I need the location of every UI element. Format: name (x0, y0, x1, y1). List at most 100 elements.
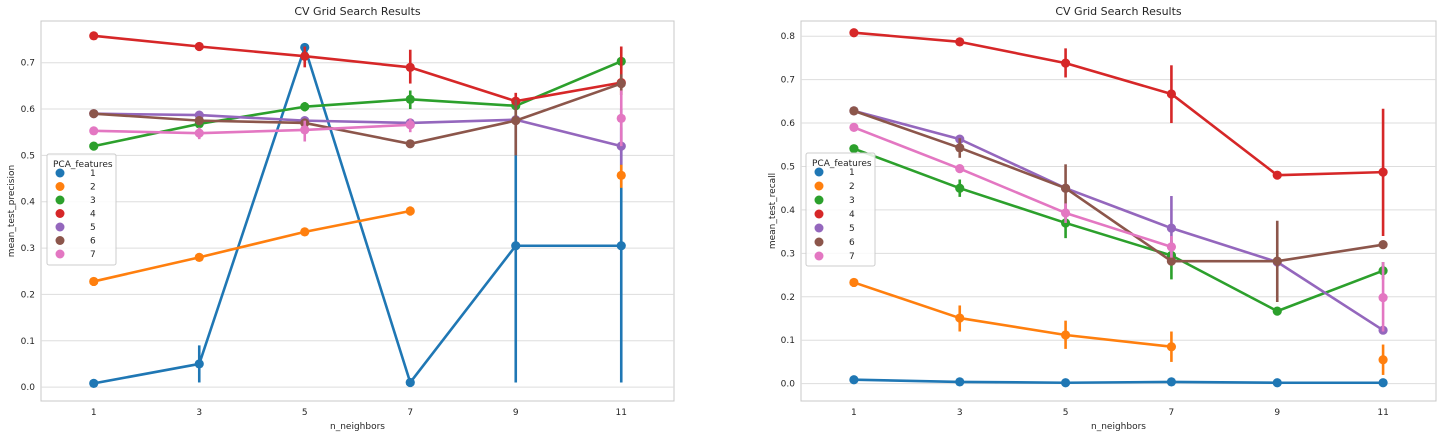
data-point (1272, 378, 1282, 388)
data-point (1166, 242, 1177, 252)
series-line (853, 147, 1384, 313)
legend: PCA_features 1 2 3 4 5 6 7 (805, 152, 876, 267)
legend-marker (814, 209, 824, 219)
data-point (955, 183, 965, 193)
legend-item: 5 (814, 223, 855, 234)
data-point (616, 170, 626, 180)
data-point (194, 359, 204, 369)
legend-label: 6 (90, 237, 96, 247)
y-tick-label: 0.6 (781, 119, 796, 129)
series-2 (849, 277, 1388, 375)
legend-item: 4 (814, 209, 855, 220)
legend-label: 3 (90, 196, 96, 206)
x-tick-label: 3 (957, 408, 963, 418)
data-point (616, 113, 626, 123)
series-line (93, 112, 622, 148)
series-line (93, 123, 411, 135)
data-point (194, 116, 204, 126)
legend-label: 7 (90, 250, 96, 260)
data-point (89, 31, 99, 41)
y-tick-label: 0.6 (21, 105, 36, 115)
legend-items: 1 2 3 4 5 6 7 (55, 168, 96, 260)
data-point (1378, 167, 1388, 177)
y-tick-label: 0.7 (21, 59, 35, 69)
y-tick-label: 0.2 (21, 290, 35, 300)
legend-label: 7 (849, 252, 855, 262)
legend-marker (55, 209, 65, 218)
data-point (1272, 170, 1282, 180)
x-tick-label: 5 (1063, 408, 1069, 418)
data-point (194, 128, 204, 138)
y-tick-label: 0.1 (21, 337, 35, 347)
y-tick-label: 0.1 (781, 336, 795, 346)
legend-marker (814, 223, 824, 233)
legend-label: 5 (849, 224, 855, 234)
legend-label: 5 (90, 223, 96, 233)
x-tick-label: 1 (91, 408, 97, 418)
data-point (405, 62, 415, 72)
legend-label: 6 (849, 238, 855, 248)
data-point (1378, 378, 1388, 388)
data-point (89, 109, 99, 119)
legend-marker (814, 181, 824, 191)
legend-item: 6 (814, 237, 855, 248)
x-tick-label: 11 (616, 408, 627, 418)
data-point (1166, 256, 1177, 266)
x-tick-label: 5 (302, 408, 308, 418)
data-point (849, 277, 859, 288)
x-tick-label: 11 (1377, 408, 1388, 418)
series-layer (849, 28, 1388, 388)
legend-item: 5 (55, 222, 96, 233)
legend-item: 2 (55, 182, 96, 193)
legend-label: 2 (849, 182, 855, 192)
data-point (1060, 58, 1071, 68)
data-point (849, 375, 859, 385)
legend-marker (55, 222, 65, 232)
series-1 (849, 375, 1388, 388)
data-point (1166, 377, 1177, 387)
data-point (1378, 293, 1388, 303)
data-point (89, 378, 99, 388)
legend-label: 1 (849, 168, 855, 178)
plot-area (800, 20, 1437, 402)
series-line (853, 109, 1384, 263)
legend-marker (55, 249, 65, 259)
series-line (853, 378, 1384, 385)
data-point (849, 122, 859, 132)
chart-title: CV Grid Search Results (294, 5, 421, 18)
legend-item: 1 (814, 167, 855, 178)
series-4 (849, 28, 1388, 236)
legend-label: 2 (90, 183, 96, 193)
series-line (853, 281, 1172, 349)
legend-box (805, 152, 876, 267)
y-tick-label: 0.0 (781, 380, 796, 390)
x-tick-label: 3 (196, 408, 202, 418)
x-tick-labels: 1 3 5 7 9 11 (851, 408, 1389, 418)
series-6 (849, 106, 1388, 302)
data-point (405, 139, 415, 149)
x-tick-label: 1 (851, 408, 857, 418)
legend-item: 1 (55, 168, 96, 179)
y-tick-label: 0.8 (781, 32, 796, 42)
legend: PCA_features 1 2 3 4 5 6 7 (46, 153, 117, 266)
legend-marker (814, 195, 824, 205)
legend-box (46, 153, 117, 266)
series-7 (849, 122, 1388, 332)
series-line (93, 46, 622, 385)
data-point (1166, 89, 1177, 99)
data-point (300, 102, 310, 112)
legend-marker (55, 182, 65, 191)
data-point (1060, 378, 1071, 388)
series-2 (89, 164, 626, 287)
series-line (93, 209, 411, 283)
data-point (89, 141, 99, 151)
data-point (955, 313, 965, 323)
precision-chart: 0.0 0.1 0.2 0.3 0.4 0.5 0.6 0.7 1 3 5 7 9 11 CV Grid… (7, 5, 675, 432)
series-line (853, 31, 1384, 177)
legend-item: 7 (814, 251, 855, 262)
data-point (616, 241, 626, 251)
legend-marker (55, 236, 65, 245)
data-point (405, 377, 415, 388)
series-layer (89, 31, 626, 388)
y-tick-label: 0.3 (21, 244, 35, 254)
